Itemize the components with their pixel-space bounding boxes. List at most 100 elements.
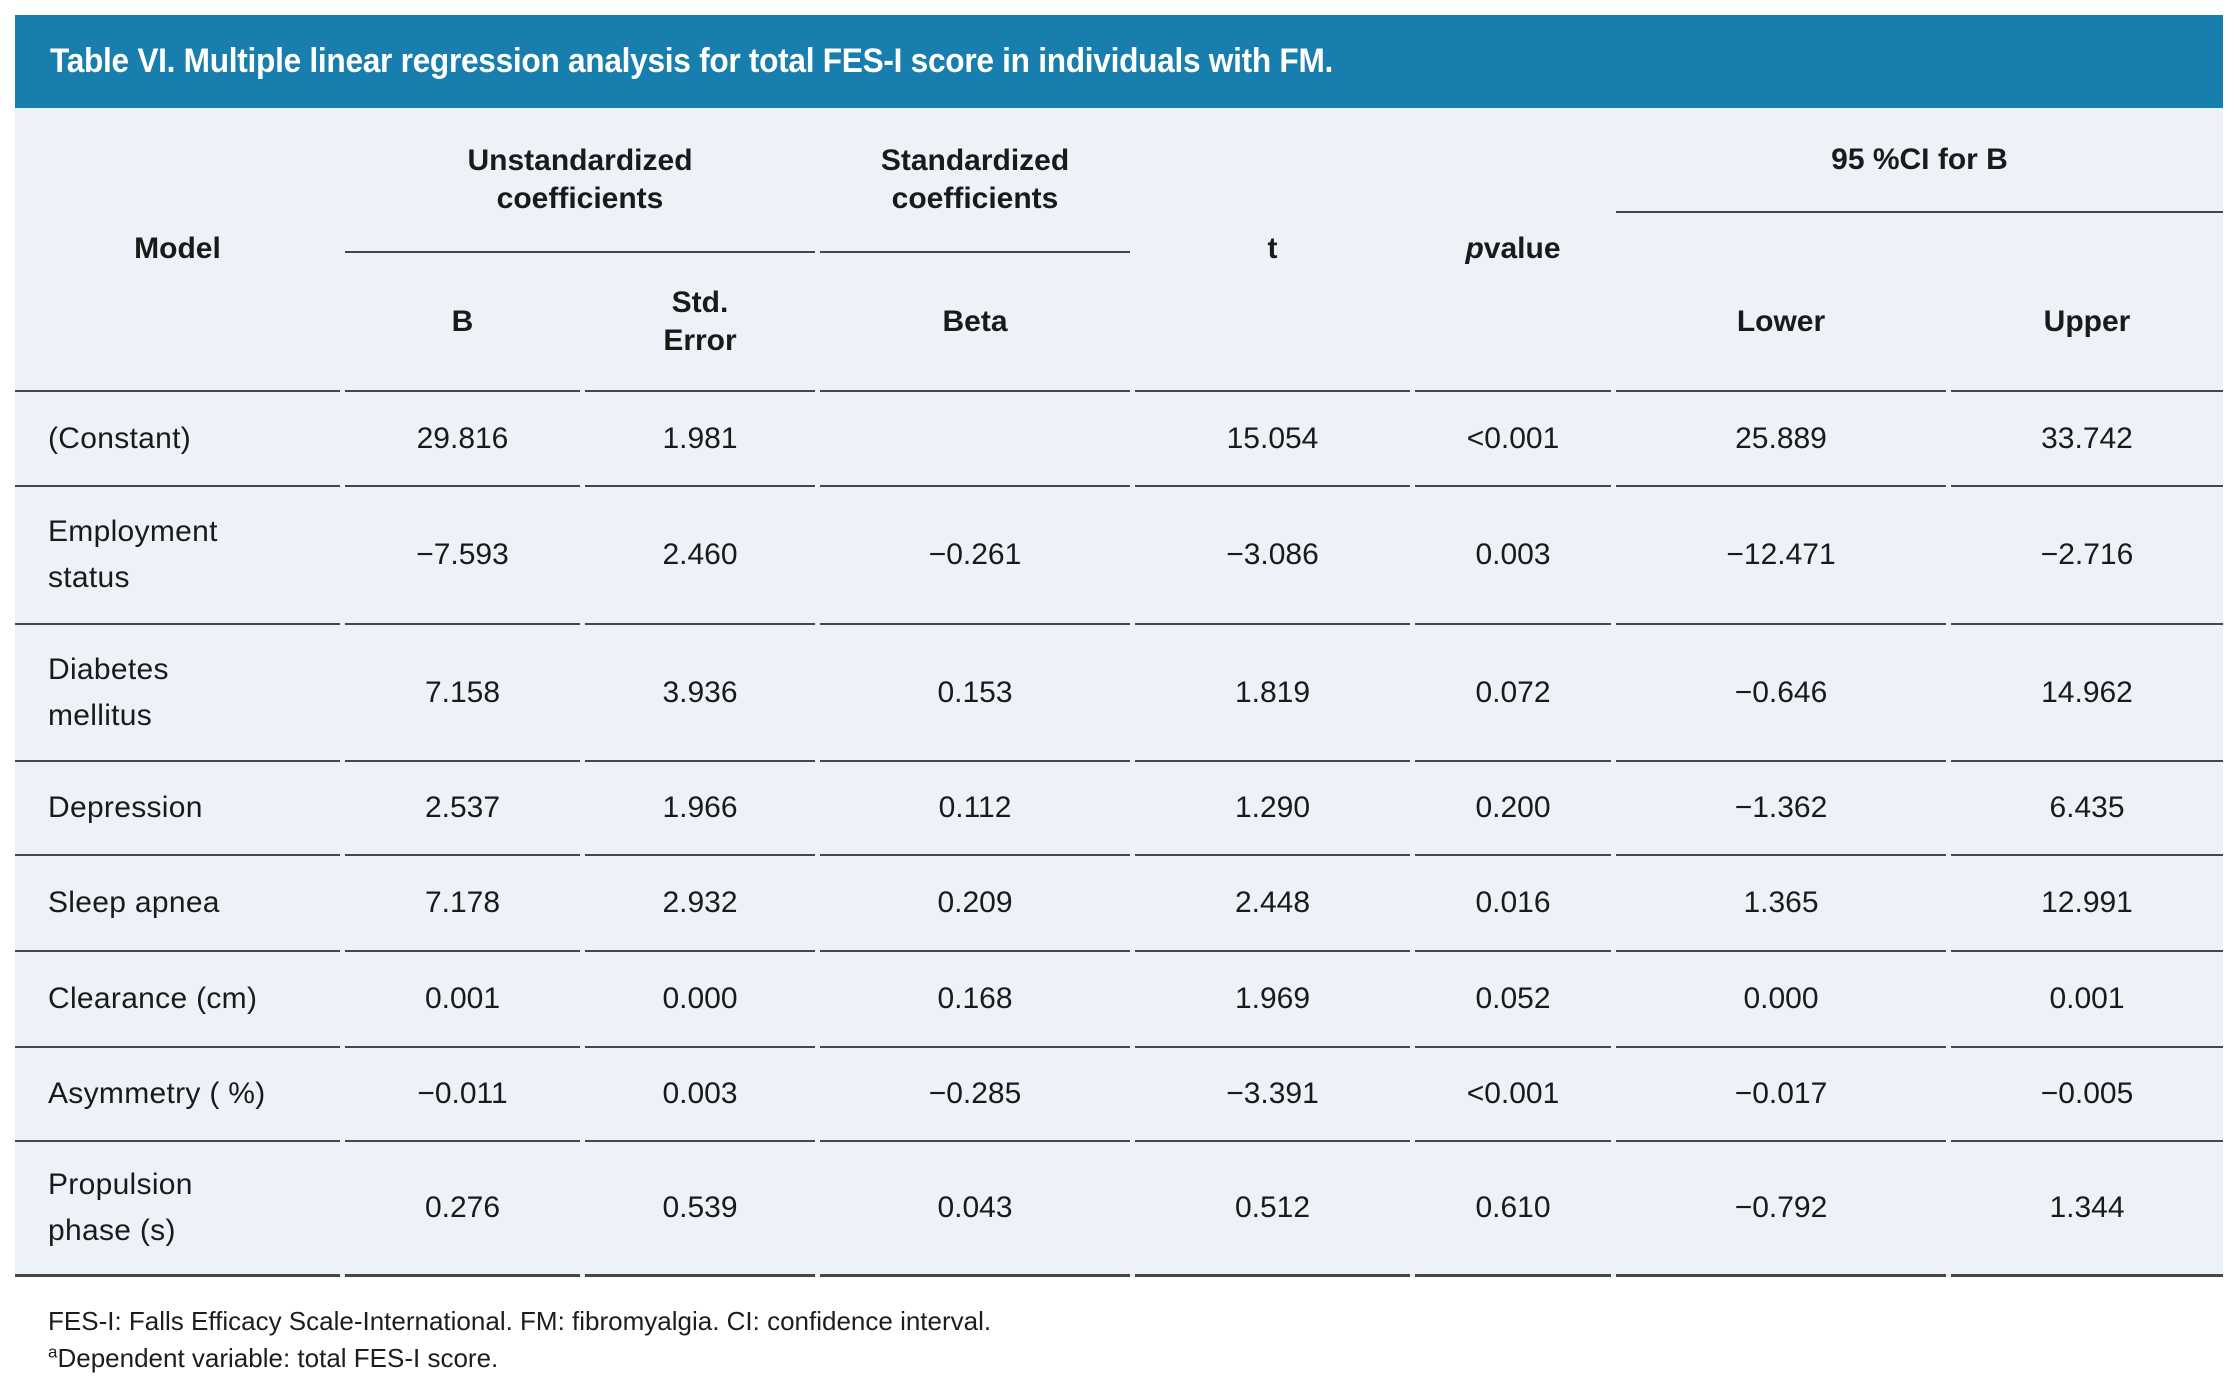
cell-b: 2.537 <box>345 760 580 854</box>
cell-lower: 1.365 <box>1616 854 1946 950</box>
cell-upper: 6.435 <box>1951 760 2223 854</box>
cell-std-error: 1.966 <box>585 760 815 854</box>
table-header: Model Unstandardized coefficients Standa… <box>15 108 2223 390</box>
cell-p: 0.052 <box>1415 950 1611 1046</box>
header-group-unstandardized: Unstandardized coefficients <box>345 108 815 253</box>
footnote-dependent-variable: aDependent variable: total FES-I score. <box>48 1340 2223 1377</box>
cell-t: 1.290 <box>1135 760 1410 854</box>
header-upper: Upper <box>2043 304 2131 338</box>
row-label: Propulsion phase (s) <box>15 1140 340 1277</box>
table-row: Depression 2.537 1.966 0.112 1.290 0.200… <box>15 760 2223 854</box>
row-label: Asymmetry ( %) <box>15 1046 340 1140</box>
table-row: Asymmetry ( %) −0.011 0.003 −0.285 −3.39… <box>15 1046 2223 1140</box>
cell-p: 0.200 <box>1415 760 1611 854</box>
header-group-unstandardized-line1: Unstandardized <box>467 143 693 177</box>
cell-p: 0.610 <box>1415 1140 1611 1277</box>
cell-t: −3.391 <box>1135 1046 1410 1140</box>
cell-std-error: 2.460 <box>585 485 815 623</box>
cell-upper: 14.962 <box>1951 623 2223 760</box>
cell-beta <box>820 390 1130 485</box>
table-title: Table VI. Multiple linear regression ana… <box>50 42 1334 80</box>
cell-t: 2.448 <box>1135 854 1410 950</box>
cell-b: 7.158 <box>345 623 580 760</box>
table-row: Propulsion phase (s) 0.276 0.539 0.043 0… <box>15 1140 2223 1277</box>
cell-lower: −12.471 <box>1616 485 1946 623</box>
cell-lower: 0.000 <box>1616 950 1946 1046</box>
cell-std-error: 0.000 <box>585 950 815 1046</box>
cell-beta: −0.261 <box>820 485 1130 623</box>
cell-std-error: 1.981 <box>585 390 815 485</box>
cell-p: 0.003 <box>1415 485 1611 623</box>
row-label: Employment status <box>15 485 340 623</box>
cell-t: −3.086 <box>1135 485 1410 623</box>
table-row: Clearance (cm) 0.001 0.000 0.168 1.969 0… <box>15 950 2223 1046</box>
header-group-ci: 95 %CI for B <box>1616 108 2223 253</box>
footnote-superscript-a: a <box>48 1342 58 1362</box>
cell-t: 15.054 <box>1135 390 1410 485</box>
cell-std-error: 0.003 <box>585 1046 815 1140</box>
header-std-error-line2: Error <box>663 323 737 357</box>
header-group-standardized-line2: coefficients <box>891 181 1059 215</box>
header-std-error: Std. Error <box>585 253 815 390</box>
row-label: Diabetes mellitus <box>15 623 340 760</box>
regression-table: Model Unstandardized coefficients Standa… <box>15 108 2223 1277</box>
cell-t: 1.969 <box>1135 950 1410 1046</box>
cell-b: 7.178 <box>345 854 580 950</box>
cell-std-error: 0.539 <box>585 1140 815 1277</box>
header-p-value: p value <box>1415 108 1611 390</box>
header-b: B <box>451 304 474 338</box>
cell-p: 0.072 <box>1415 623 1611 760</box>
row-label: Depression <box>15 760 340 854</box>
cell-lower: −1.362 <box>1616 760 1946 854</box>
cell-lower: 25.889 <box>1616 390 1946 485</box>
table-row: Sleep apnea 7.178 2.932 0.209 2.448 0.01… <box>15 854 2223 950</box>
cell-b: −0.011 <box>345 1046 580 1140</box>
cell-b: 0.001 <box>345 950 580 1046</box>
cell-b: 0.276 <box>345 1140 580 1277</box>
header-group-ci-label: 95 %CI for B <box>1616 108 2223 213</box>
cell-std-error: 3.936 <box>585 623 815 760</box>
cell-std-error: 2.932 <box>585 854 815 950</box>
row-label: Sleep apnea <box>15 854 340 950</box>
cell-upper: 1.344 <box>1951 1140 2223 1277</box>
cell-upper: 0.001 <box>1951 950 2223 1046</box>
header-group-unstandardized-line2: coefficients <box>496 181 664 215</box>
cell-lower: −0.646 <box>1616 623 1946 760</box>
row-label: Clearance (cm) <box>15 950 340 1046</box>
cell-p: 0.016 <box>1415 854 1611 950</box>
header-p-rest: value <box>1483 232 1561 265</box>
footnote-abbreviations: FES-I: Falls Efficacy Scale-Internationa… <box>48 1306 992 1336</box>
header-model: Model <box>134 232 221 265</box>
header-group-standardized-line1: Standardized <box>880 143 1070 177</box>
cell-beta: 0.153 <box>820 623 1130 760</box>
header-group-standardized: Standardized coefficients <box>820 108 1130 253</box>
cell-upper: −2.716 <box>1951 485 2223 623</box>
cell-t: 1.819 <box>1135 623 1410 760</box>
header-p-italic: p <box>1465 232 1484 265</box>
cell-beta: 0.112 <box>820 760 1130 854</box>
cell-lower: −0.792 <box>1616 1140 1946 1277</box>
cell-b: 29.816 <box>345 390 580 485</box>
cell-upper: 33.742 <box>1951 390 2223 485</box>
cell-t: 0.512 <box>1135 1140 1410 1277</box>
footnote-dependent-variable-text: Dependent variable: total FES-I score. <box>57 1343 499 1373</box>
table-row: (Constant) 29.816 1.981 15.054 <0.001 25… <box>15 390 2223 485</box>
cell-lower: −0.017 <box>1616 1046 1946 1140</box>
header-beta: Beta <box>942 304 1008 338</box>
cell-p: <0.001 <box>1415 390 1611 485</box>
cell-beta: −0.285 <box>820 1046 1130 1140</box>
cell-upper: −0.005 <box>1951 1046 2223 1140</box>
table-row: Diabetes mellitus 7.158 3.936 0.153 1.81… <box>15 623 2223 760</box>
footnotes: FES-I: Falls Efficacy Scale-Internationa… <box>48 1303 2223 1377</box>
cell-beta: 0.209 <box>820 854 1130 950</box>
row-label: (Constant) <box>15 390 340 485</box>
header-lower: Lower <box>1736 304 1826 338</box>
cell-beta: 0.168 <box>820 950 1130 1046</box>
table-title-bar: Table VI. Multiple linear regression ana… <box>15 15 2223 108</box>
cell-beta: 0.043 <box>820 1140 1130 1277</box>
header-t: t <box>1267 232 1278 265</box>
table-row: Employment status −7.593 2.460 −0.261 −3… <box>15 485 2223 623</box>
cell-upper: 12.991 <box>1951 854 2223 950</box>
header-std-error-line1: Std. <box>671 285 729 319</box>
